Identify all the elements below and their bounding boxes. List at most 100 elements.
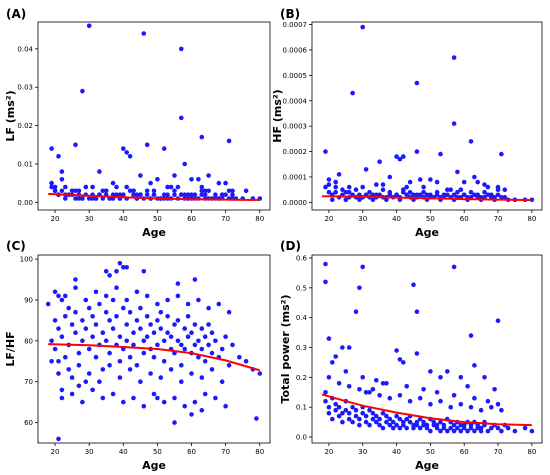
data-point [428, 192, 433, 198]
data-point [397, 393, 403, 398]
y-tick-label: 90 [24, 296, 33, 304]
data-point [397, 357, 403, 362]
data-point [397, 425, 403, 431]
data-point [185, 314, 191, 319]
data-point [76, 363, 82, 368]
data-point [192, 277, 198, 282]
data-point [226, 138, 232, 144]
data-point [114, 314, 119, 319]
y-tick-label: 0.0006 [283, 46, 308, 54]
data-point [438, 151, 443, 157]
data-point [93, 289, 99, 295]
data-point [448, 187, 454, 192]
data-point [134, 363, 140, 368]
data-point [512, 428, 518, 434]
data-point [499, 195, 504, 200]
data-point [124, 265, 129, 270]
data-point [472, 174, 477, 180]
data-point [165, 192, 170, 197]
x-tick-label: 40 [119, 448, 128, 456]
data-point [421, 419, 426, 425]
data-point [451, 55, 457, 60]
data-point [86, 371, 92, 376]
data-point [468, 404, 474, 410]
data-point [103, 309, 109, 315]
data-point [117, 375, 123, 380]
data-point [357, 197, 362, 203]
scatter-points [45, 260, 263, 442]
data-point [414, 149, 420, 154]
data-point [219, 379, 225, 385]
data-point [73, 309, 78, 315]
data-point [377, 159, 382, 164]
data-point [206, 322, 211, 327]
data-point [107, 318, 112, 323]
data-point [414, 80, 420, 86]
data-point [370, 192, 376, 198]
data-point [199, 188, 205, 194]
data-point [121, 192, 126, 197]
data-point [165, 184, 170, 190]
data-point [179, 192, 184, 197]
x-tick-label: 40 [392, 215, 401, 223]
panel-label: (D) [280, 239, 301, 253]
panel-c: 20 30 40 50 60 70 80 60 70 80 90 100 (C) Age LF/HF [4, 239, 271, 472]
data-point [489, 192, 494, 198]
data-point [370, 197, 376, 203]
data-point [350, 404, 355, 410]
y-tick-label: 0.0 [296, 434, 307, 442]
data-point [475, 192, 481, 198]
scatter-points [49, 23, 263, 201]
data-point [127, 354, 133, 360]
data-point [56, 293, 61, 299]
data-point [411, 192, 416, 198]
data-point [353, 309, 359, 315]
data-point [185, 192, 191, 197]
data-point [485, 184, 491, 190]
data-point [144, 293, 150, 299]
data-point [254, 416, 259, 421]
data-point [374, 413, 379, 419]
data-point [206, 173, 211, 178]
data-point [148, 322, 153, 327]
data-point [107, 363, 112, 368]
data-point [66, 305, 71, 311]
data-point [76, 383, 82, 389]
trend-line [321, 393, 532, 427]
data-point [380, 410, 386, 416]
data-point [168, 334, 174, 340]
y-tick-label: 60 [24, 419, 33, 427]
data-point [323, 149, 328, 154]
data-point [336, 404, 342, 410]
data-point [461, 179, 467, 185]
y-axis-label: Total power (ms²) [279, 294, 292, 403]
data-point [83, 379, 89, 385]
data-point [394, 413, 399, 419]
data-point [45, 301, 51, 307]
data-point [414, 351, 420, 356]
data-point [257, 371, 263, 376]
data-point [73, 142, 78, 148]
data-point [326, 189, 332, 195]
data-point [370, 416, 376, 422]
data-point [110, 180, 116, 186]
data-point [209, 367, 215, 372]
data-point [230, 188, 235, 194]
data-point [404, 384, 410, 389]
data-point [117, 260, 123, 266]
data-point [213, 192, 218, 197]
data-point [458, 422, 464, 428]
data-point [59, 177, 65, 182]
data-point [56, 154, 61, 159]
data-point [495, 401, 501, 407]
data-point [189, 330, 194, 336]
data-point [69, 188, 75, 194]
data-point [100, 367, 106, 372]
data-point [107, 350, 112, 356]
data-point [434, 390, 440, 395]
y-tick-label: 80 [24, 337, 33, 345]
data-point [336, 381, 342, 386]
data-point [451, 393, 457, 398]
data-point [73, 285, 78, 291]
data-point [346, 345, 352, 350]
